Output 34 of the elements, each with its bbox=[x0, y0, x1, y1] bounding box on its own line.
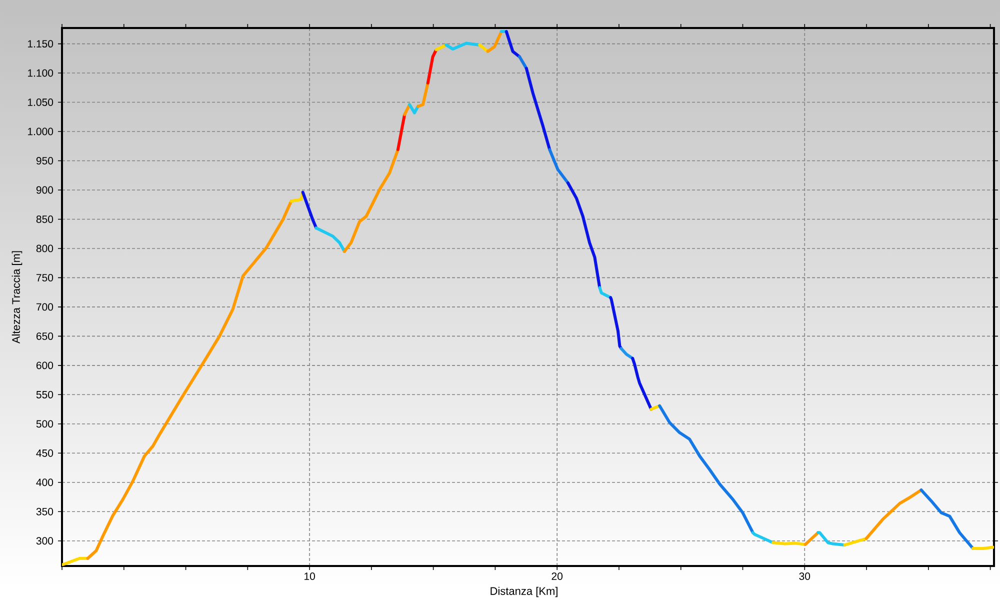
y-tick-label: 600 bbox=[36, 362, 54, 370]
line-series bbox=[566, 181, 602, 290]
y-tick-label: 800 bbox=[36, 244, 54, 252]
y-tick-label: 1.150 bbox=[28, 40, 54, 48]
line-series bbox=[314, 226, 346, 253]
line-series bbox=[864, 488, 923, 540]
y-axis-title: Altezza Traccia [m] bbox=[12, 251, 22, 344]
y-tick-label: 950 bbox=[36, 157, 54, 164]
line-series bbox=[658, 404, 754, 534]
y-tick-label: 750 bbox=[36, 274, 54, 282]
y-tick-label: 1.100 bbox=[28, 69, 54, 77]
y-tick-label: 350 bbox=[36, 508, 54, 516]
line-series bbox=[524, 66, 552, 152]
y-tick-label: 400 bbox=[36, 478, 54, 486]
y-tick-label: 1.000 bbox=[28, 128, 54, 136]
x-axis-title: Distanza [Km] bbox=[490, 586, 558, 598]
x-tick-label: 10 bbox=[304, 572, 315, 580]
y-tick-label: 500 bbox=[36, 420, 54, 428]
x-tick-label: 20 bbox=[552, 572, 563, 580]
y-tick-label: 450 bbox=[36, 449, 54, 457]
y-tick-label: 650 bbox=[36, 332, 54, 340]
y-tick-label: 850 bbox=[36, 216, 54, 223]
line-series bbox=[631, 356, 653, 411]
line-series bbox=[816, 531, 846, 546]
y-tick-label: 550 bbox=[36, 390, 54, 398]
y-tick-label: 700 bbox=[36, 303, 54, 311]
x-tick-label: 30 bbox=[799, 572, 810, 580]
line-series bbox=[342, 148, 400, 253]
line-series bbox=[86, 200, 293, 560]
y-tick-label: 1.050 bbox=[28, 98, 54, 106]
line-series bbox=[920, 488, 974, 550]
line-series bbox=[609, 296, 623, 350]
y-tick-label: 300 bbox=[36, 537, 54, 545]
y-tick-label: 900 bbox=[36, 186, 54, 194]
